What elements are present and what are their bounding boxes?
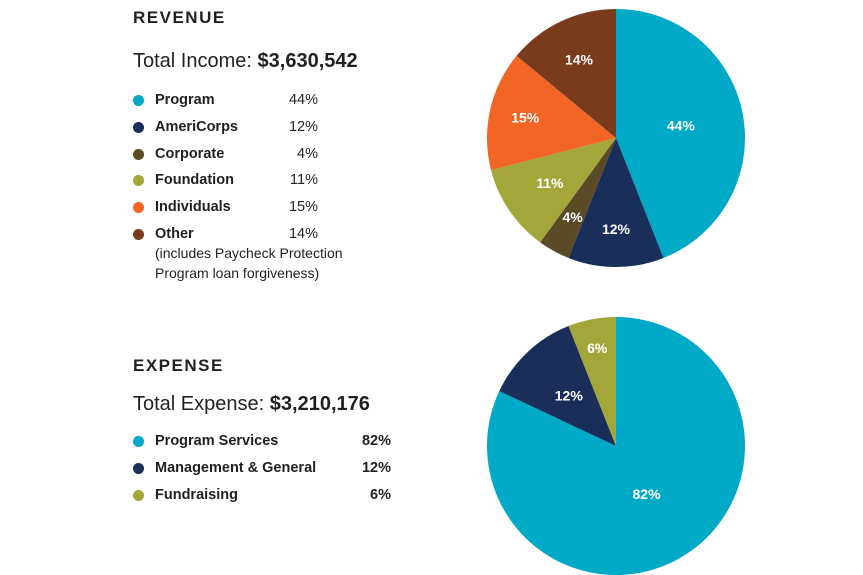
- revenue-legend-item-individuals: Individuals 15%: [133, 198, 358, 225]
- expense-slice-management-general: [499, 326, 616, 446]
- revenue-slice-label: 12%: [602, 221, 631, 237]
- revenue-legend-swatch: [133, 175, 144, 187]
- revenue-legend-swatch: [133, 95, 144, 106]
- revenue-slice-label: 4%: [563, 209, 584, 225]
- revenue-legend-item-program: Program 44%: [133, 91, 358, 118]
- revenue-slice-label: 15%: [511, 110, 540, 126]
- revenue-slice-program: [616, 9, 745, 258]
- revenue-slice-corporate: [540, 138, 616, 258]
- revenue-legend-percent: 11%: [290, 172, 318, 189]
- expense-legend-swatch: [133, 436, 144, 447]
- revenue-legend-percent: 4%: [297, 145, 318, 162]
- expense-legend: Program Services 82% Management & General 1…: [133, 432, 391, 513]
- revenue-legend-label: Program: [155, 92, 215, 108]
- revenue-legend-label: AmeriCorps: [155, 118, 238, 135]
- expense-total-label: Total Expense:: [133, 393, 265, 415]
- expense-slice-program-services: [487, 317, 745, 575]
- expense-slice-label: 82%: [633, 486, 662, 502]
- revenue-legend-swatch: [133, 202, 144, 214]
- expense-section: EXPENSE Total Expense: $3,210,176 Progra…: [133, 356, 391, 513]
- expense-slice-label: 6%: [587, 340, 608, 356]
- revenue-legend-swatch: [133, 121, 144, 133]
- revenue-legend-item-foundation: Foundation 11%: [133, 171, 358, 198]
- revenue-legend-swatch: [133, 228, 144, 240]
- revenue-legend-percent: 14%: [288, 225, 318, 242]
- revenue-slice-other: [516, 9, 616, 138]
- expense-legend-percent: 82%: [361, 433, 391, 449]
- revenue-legend-label: Individuals: [155, 199, 231, 216]
- revenue-slice-foundation: [491, 138, 616, 243]
- expense-total-value: $3,210,176: [269, 393, 370, 415]
- revenue-legend-item-corporate: Corporate 4%: [133, 145, 358, 172]
- expense-heading: EXPENSE: [133, 356, 224, 375]
- revenue-legend-percent: 12%: [288, 118, 318, 135]
- expense-legend-percent: 12%: [361, 459, 391, 476]
- expense-legend-label: Fundraising: [155, 486, 238, 503]
- revenue-legend-label: Other: [155, 225, 194, 242]
- expense-legend-label: Management & General: [155, 459, 317, 476]
- revenue-heading: REVENUE: [133, 8, 226, 27]
- revenue-other-note: (includes Paycheck Protection Program lo…: [155, 244, 343, 281]
- expense-slice-fundraising: [568, 317, 616, 446]
- expense-slice-label: 12%: [555, 388, 584, 404]
- expense-legend-label: Program Services: [155, 433, 279, 449]
- revenue-slice-label: 11%: [536, 175, 564, 191]
- revenue-legend-item-other: Other 14% (includes Paycheck Protection Pr…: [133, 225, 358, 281]
- revenue-legend: Program 44% AmeriCorps 12% Corporate 4% Founda…: [133, 91, 358, 281]
- revenue-legend-label: Foundation: [155, 172, 234, 189]
- revenue-total: Total Income: $3,630,542: [133, 50, 358, 73]
- revenue-legend-swatch: [133, 148, 144, 160]
- expense-legend-item-fundraising: Fundraising 6%: [133, 486, 391, 513]
- revenue-slice-americorps: [568, 138, 664, 267]
- expense-legend-item-program-services: Program Services 82%: [133, 432, 391, 459]
- expense-legend-item-management-general: Management & General 12%: [133, 459, 391, 486]
- revenue-total-value: $3,630,542: [257, 50, 358, 72]
- expense-legend-swatch: [133, 489, 144, 501]
- expense-legend-swatch: [133, 462, 144, 474]
- revenue-legend-item-americorps: AmeriCorps 12%: [133, 118, 358, 145]
- revenue-legend-label: Corporate: [155, 145, 225, 162]
- revenue-slice-label: 44%: [667, 118, 696, 134]
- revenue-slice-label: 14%: [565, 51, 594, 67]
- revenue-legend-percent: 15%: [288, 199, 318, 216]
- expense-legend-percent: 6%: [370, 486, 391, 503]
- revenue-section: REVENUE Total Income: $3,630,542 Program…: [133, 8, 358, 281]
- revenue-total-label: Total Income:: [133, 50, 252, 72]
- expense-total: Total Expense: $3,210,176: [133, 393, 370, 416]
- revenue-slice-individuals: [487, 55, 616, 171]
- revenue-legend-percent: 44%: [288, 92, 318, 108]
